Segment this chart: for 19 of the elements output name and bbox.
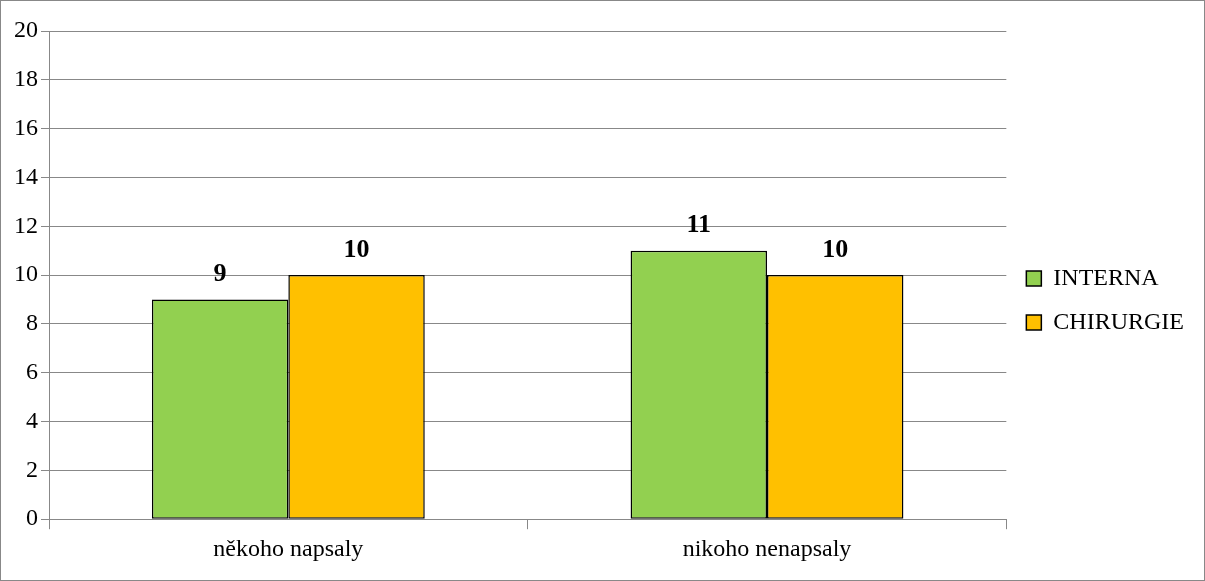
y-tick-label: 8 <box>26 309 38 336</box>
data-label: 9 <box>213 258 227 288</box>
y-tick-label: 14 <box>14 162 38 189</box>
y-tick-label: 12 <box>14 211 38 238</box>
legend-label: CHIRURGIE <box>1053 307 1185 334</box>
y-tick-label: 20 <box>14 16 38 43</box>
y-tick-label: 6 <box>26 358 38 385</box>
y-tick-label: 10 <box>14 260 38 287</box>
y-tick-label: 4 <box>26 406 38 433</box>
data-label: 11 <box>686 209 712 239</box>
x-tick-label: někoho napsaly <box>213 534 364 561</box>
y-tick-label: 2 <box>26 455 38 482</box>
legend-label: INTERNA <box>1053 263 1160 290</box>
y-tick-label: 0 <box>26 504 38 531</box>
x-tick-label: nikoho nenapsaly <box>682 534 852 561</box>
data-label: 10 <box>822 233 849 263</box>
y-tick-label: 18 <box>14 65 38 92</box>
data-label: 10 <box>343 233 370 263</box>
y-tick-label: 16 <box>14 113 38 140</box>
